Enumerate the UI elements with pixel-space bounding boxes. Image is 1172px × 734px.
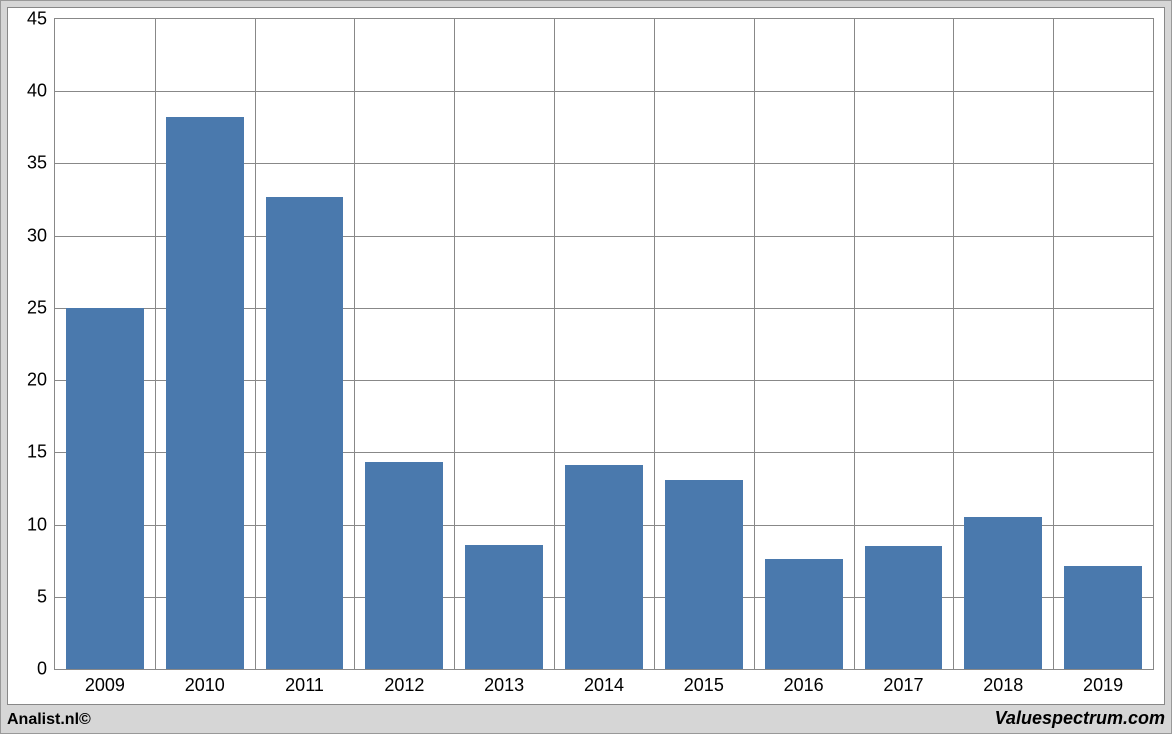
bar: [964, 517, 1042, 669]
ytick-label: 0: [37, 659, 55, 680]
plot-area: 0510152025303540452009201020112012201320…: [54, 18, 1154, 670]
xtick-label: 2015: [684, 669, 724, 696]
xtick-label: 2019: [1083, 669, 1123, 696]
bar: [1064, 566, 1142, 669]
gridline-v: [654, 19, 655, 669]
plot-outer: 0 5 10 15 20 25 30 35 40 45 2009 2010 2011 2012 2013 20…: [7, 7, 1165, 705]
xtick-label: 2011: [285, 669, 324, 696]
xtick-label: 2010: [185, 669, 225, 696]
bar: [865, 546, 943, 669]
xtick-label: 2016: [784, 669, 824, 696]
footer-left: Analist.nl©: [7, 711, 91, 729]
gridline-v: [255, 19, 256, 669]
gridline-v: [155, 19, 156, 669]
ytick-label: 15: [27, 442, 55, 463]
bar: [565, 465, 643, 669]
gridline-v: [554, 19, 555, 669]
gridline-v: [1053, 19, 1054, 669]
gridline-h: [55, 91, 1153, 92]
footer-right: Valuespectrum.com: [995, 708, 1165, 729]
bar: [66, 308, 144, 669]
xtick-label: 2017: [883, 669, 923, 696]
bar: [266, 197, 344, 669]
ytick-label: 20: [27, 370, 55, 391]
chart-container: 0 5 10 15 20 25 30 35 40 45 2009 2010 2011 2012 2013 20…: [0, 0, 1172, 734]
gridline-v: [854, 19, 855, 669]
ytick-label: 25: [27, 297, 55, 318]
ytick-label: 45: [27, 9, 55, 30]
bar: [465, 545, 543, 669]
bar: [665, 480, 743, 669]
gridline-v: [953, 19, 954, 669]
bar: [765, 559, 843, 669]
gridline-v: [354, 19, 355, 669]
xtick-label: 2018: [983, 669, 1023, 696]
ytick-label: 40: [27, 81, 55, 102]
gridline-v: [754, 19, 755, 669]
xtick-label: 2009: [85, 669, 125, 696]
gridline-v: [454, 19, 455, 669]
ytick-label: 10: [27, 514, 55, 535]
xtick-label: 2014: [584, 669, 624, 696]
xtick-label: 2012: [384, 669, 424, 696]
bar: [166, 117, 244, 669]
xtick-label: 2013: [484, 669, 524, 696]
ytick-label: 35: [27, 153, 55, 174]
ytick-label: 30: [27, 225, 55, 246]
bar: [365, 462, 443, 669]
ytick-label: 5: [37, 586, 55, 607]
